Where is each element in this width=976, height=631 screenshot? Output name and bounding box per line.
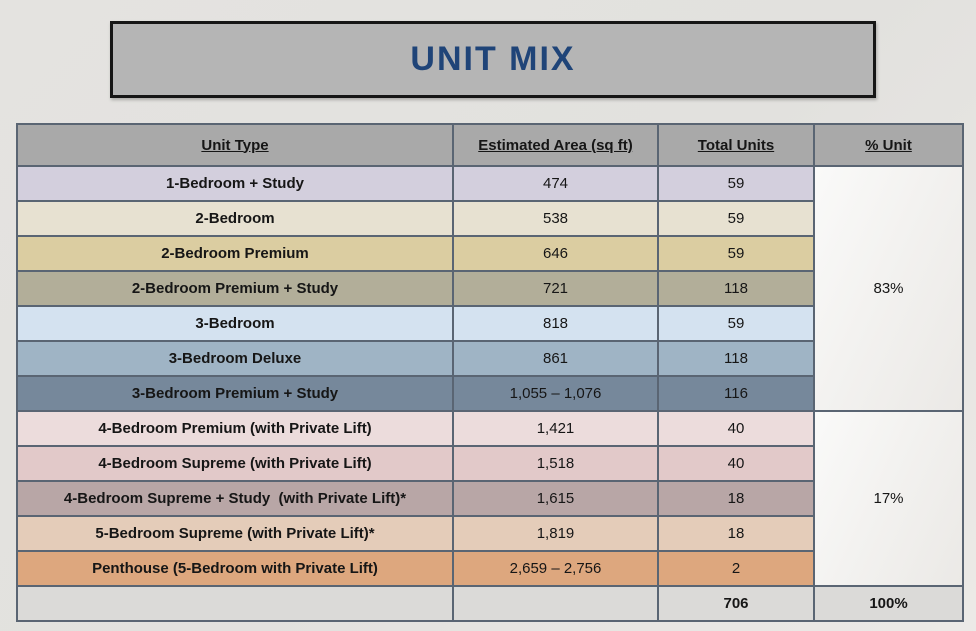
area-cell: 1,819: [452, 515, 659, 552]
table-row: 3-Bedroom Deluxe 861 118: [16, 340, 963, 377]
area-cell: 1,421: [452, 410, 659, 447]
units-cell: 59: [657, 305, 815, 342]
unit-mix-table: Unit Type Estimated Area (sq ft) Total U…: [16, 123, 964, 622]
units-cell: 2: [657, 550, 815, 587]
units-cell: 118: [657, 340, 815, 377]
header-cell-unit-type: Unit Type: [16, 123, 454, 167]
unit-type-cell: 3-Bedroom: [16, 305, 454, 342]
units-cell: 59: [657, 200, 815, 237]
unit-type-cell: 2-Bedroom Premium: [16, 235, 454, 272]
header-cell-total-units: Total Units: [657, 123, 815, 167]
table-row: 5-Bedroom Supreme (with Private Lift)* 1…: [16, 515, 963, 552]
area-cell: 474: [452, 165, 659, 202]
table-row: 1-Bedroom + Study 474 59 83%: [16, 165, 964, 412]
table-row: 2-Bedroom Premium + Study 721 118: [16, 270, 963, 307]
title-banner: UNIT MIX: [110, 21, 876, 98]
area-cell: 861: [452, 340, 659, 377]
table-row: 2-Bedroom 538 59: [16, 200, 963, 237]
unit-type-cell: 2-Bedroom Premium + Study: [16, 270, 454, 307]
units-cell: 116: [657, 375, 815, 412]
area-cell: 1,055 – 1,076: [452, 375, 659, 412]
total-units-cell: 706: [657, 585, 815, 622]
total-unit-type-cell: [16, 585, 454, 622]
area-cell: 1,518: [452, 445, 659, 482]
unit-type-cell: 5-Bedroom Supreme (with Private Lift)*: [16, 515, 454, 552]
unit-type-cell: 1-Bedroom + Study: [16, 165, 454, 202]
area-cell: 646: [452, 235, 659, 272]
total-row: 706 100%: [16, 585, 964, 622]
header-cell-area: Estimated Area (sq ft): [452, 123, 659, 167]
header-row: Unit Type Estimated Area (sq ft) Total U…: [16, 123, 964, 167]
header-cell-percent: % Unit: [813, 123, 964, 167]
unit-type-cell: 4-Bedroom Premium (with Private Lift): [16, 410, 454, 447]
table-row: 3-Bedroom 818 59: [16, 305, 963, 342]
total-percent-cell: 100%: [813, 585, 964, 622]
total-area-cell: [452, 585, 659, 622]
units-cell: 40: [657, 445, 815, 482]
units-cell: 18: [657, 480, 815, 517]
percent-group-cell: 17%: [813, 410, 964, 587]
area-cell: 2,659 – 2,756: [452, 550, 659, 587]
table-row: Penthouse (5-Bedroom with Private Lift) …: [16, 550, 963, 587]
unit-type-cell: 4-Bedroom Supreme (with Private Lift): [16, 445, 454, 482]
unit-type-cell: 3-Bedroom Premium + Study: [16, 375, 454, 412]
area-cell: 538: [452, 200, 659, 237]
area-cell: 818: [452, 305, 659, 342]
units-cell: 18: [657, 515, 815, 552]
unit-type-cell: 4-Bedroom Supreme + Study (with Private …: [16, 480, 454, 517]
area-cell: 721: [452, 270, 659, 307]
units-cell: 40: [657, 410, 815, 447]
table-row: 4-Bedroom Premium (with Private Lift) 1,…: [16, 410, 964, 587]
page-title: UNIT MIX: [410, 40, 576, 78]
percent-group-cell: 83%: [813, 165, 964, 412]
table-row: 4-Bedroom Supreme + Study (with Private …: [16, 480, 963, 517]
table-row: 4-Bedroom Supreme (with Private Lift) 1,…: [16, 445, 963, 482]
units-cell: 59: [657, 165, 815, 202]
unit-type-cell: 3-Bedroom Deluxe: [16, 340, 454, 377]
area-cell: 1,615: [452, 480, 659, 517]
unit-type-cell: Penthouse (5-Bedroom with Private Lift): [16, 550, 454, 587]
units-cell: 59: [657, 235, 815, 272]
table-row: 3-Bedroom Premium + Study 1,055 – 1,076 …: [16, 375, 963, 412]
units-cell: 118: [657, 270, 815, 307]
unit-type-cell: 2-Bedroom: [16, 200, 454, 237]
table-row: 2-Bedroom Premium 646 59: [16, 235, 963, 272]
